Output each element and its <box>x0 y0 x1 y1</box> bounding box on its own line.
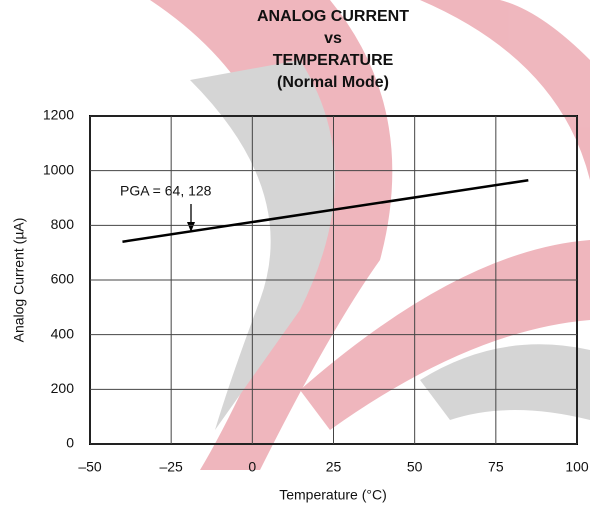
y-tick-label: 400 <box>51 325 75 341</box>
x-tick-label: 50 <box>407 459 423 475</box>
x-tick-label: –25 <box>159 459 183 475</box>
x-tick-label: 100 <box>565 459 589 475</box>
annotation-arrowhead <box>187 222 195 232</box>
chart-title: TEMPERATURE <box>273 52 394 69</box>
chart-title: (Normal Mode) <box>277 74 389 91</box>
y-tick-label: 1200 <box>43 107 74 123</box>
y-tick-label: 800 <box>51 216 75 232</box>
y-tick-label: 600 <box>51 271 75 287</box>
x-tick-label: 0 <box>248 459 256 475</box>
x-tick-label: 75 <box>488 459 504 475</box>
y-axis-label: Analog Current (µA) <box>11 218 27 343</box>
y-tick-label: 1000 <box>43 161 74 177</box>
y-tick-label: 0 <box>66 435 74 451</box>
watermark <box>150 0 590 470</box>
y-tick-label: 200 <box>51 380 75 396</box>
data-line <box>122 178 529 243</box>
x-axis-label: Temperature (°C) <box>279 487 387 503</box>
chart-title: vs <box>324 30 342 47</box>
chart-title: ANALOG CURRENT <box>257 8 409 25</box>
x-tick-label: –50 <box>78 459 102 475</box>
annotation: PGA = 64, 128 <box>120 183 212 199</box>
x-tick-label: 25 <box>326 459 342 475</box>
